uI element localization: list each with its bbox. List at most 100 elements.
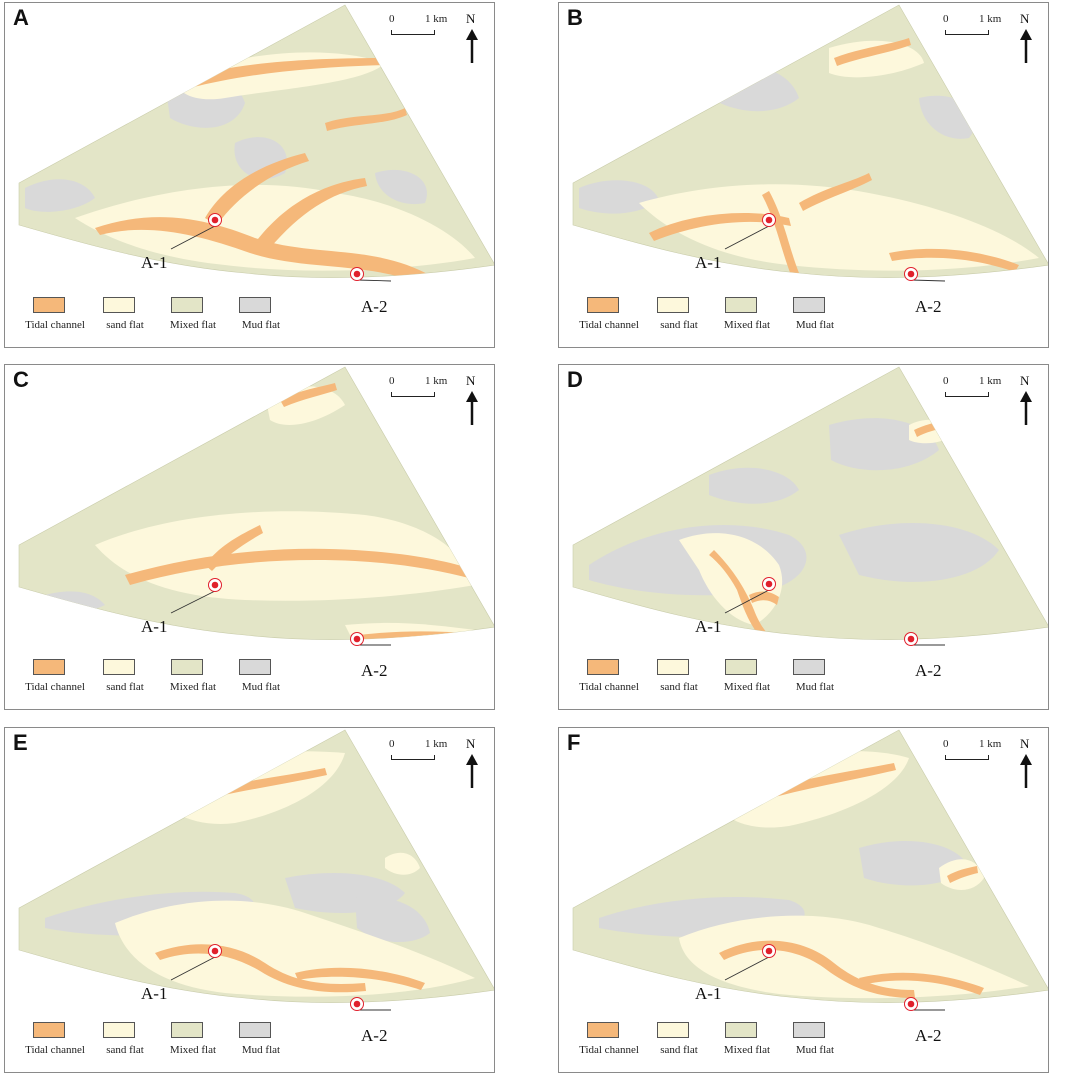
- tidal-channel-area: [709, 550, 769, 638]
- legend-item-sand-flat: sand flat: [639, 653, 729, 703]
- sand-flat-swatch: [657, 1022, 689, 1038]
- well-a1-marker-icon: [211, 216, 219, 224]
- well-a1-marker-icon: [211, 581, 219, 589]
- legend-item-mixed-flat: Mixed flat: [707, 291, 797, 341]
- mud-flat-swatch: [793, 659, 825, 675]
- well-a1-leader-line: [724, 589, 770, 614]
- mixed-flat-swatch: [171, 659, 203, 675]
- legend-label: Mixed flat: [169, 319, 217, 331]
- well-a2-label: A-2: [361, 1026, 388, 1045]
- tidal-channel-area: [947, 866, 978, 883]
- well-a2-leader-line: [910, 279, 946, 282]
- well-a1-label: A-1: [695, 617, 722, 636]
- facies-map: [18, 366, 494, 646]
- well-a1-label: A-1: [141, 617, 168, 636]
- tidal-channel-area: [889, 248, 1019, 272]
- sand-flat-swatch: [103, 1022, 135, 1038]
- legend-label: Tidal channel: [25, 681, 85, 693]
- facies-map: [572, 4, 1048, 282]
- well-a1-marker-icon: [765, 216, 773, 224]
- sand-flat-swatch: [657, 297, 689, 313]
- legend-item-mud-flat: Mud flat: [221, 291, 311, 341]
- mud-flat-swatch: [793, 1022, 825, 1038]
- panel-label: D: [567, 367, 583, 392]
- tidal-channel-area: [762, 191, 799, 275]
- sand-flat-swatch: [103, 659, 135, 675]
- mud-flat-swatch: [793, 297, 825, 313]
- well-a1-marker-icon: [765, 580, 773, 588]
- legend-item-mud-flat: Mud flat: [221, 653, 311, 703]
- well-a2-marker-icon: [353, 270, 361, 278]
- sand-flat-area: [385, 852, 420, 875]
- legend-item-mixed-flat: Mixed flat: [153, 291, 243, 341]
- scale-km-label: 1 km: [979, 738, 1002, 750]
- legend-item-mud-flat: Mud flat: [775, 1016, 865, 1066]
- panel-e: E 0 1 km N A-1 A-2 Tidal channel sand fl…: [4, 727, 495, 1073]
- well-a1-leader-line: [724, 225, 770, 250]
- well-a2-marker-icon: [907, 1000, 915, 1008]
- legend-label: Tidal channel: [579, 681, 639, 693]
- mud-flat-area: [839, 523, 999, 582]
- mixed-flat-swatch: [171, 297, 203, 313]
- legend: Tidal channel sand flat Mixed flat Mud f…: [559, 653, 1048, 703]
- well-a1-label: A-1: [695, 984, 722, 1003]
- legend-item-tidal-channel: Tidal channel: [15, 291, 105, 341]
- north-arrow: N: [1017, 736, 1037, 792]
- north-label: N: [466, 11, 476, 26]
- well-a1-leader-line: [170, 590, 216, 614]
- mixed-flat-swatch: [725, 659, 757, 675]
- legend-label: Mud flat: [795, 1044, 835, 1056]
- tidal-channel-area: [95, 217, 435, 278]
- legend-label: sand flat: [660, 319, 698, 331]
- north-label: N: [1020, 736, 1030, 751]
- legend-label: Mixed flat: [723, 681, 771, 693]
- panel-label: F: [567, 730, 581, 755]
- scale-bar: 0 1 km: [389, 13, 449, 41]
- legend-item-mud-flat: Mud flat: [221, 1016, 311, 1066]
- panel-label: E: [13, 730, 28, 755]
- tidal-channel-area: [295, 967, 425, 990]
- legend-label: Mixed flat: [723, 1044, 771, 1056]
- mud-flat-swatch: [239, 297, 271, 313]
- well-a1-marker-icon: [765, 947, 773, 955]
- tidal-channel-swatch: [33, 297, 65, 313]
- mixed-flat-swatch: [725, 297, 757, 313]
- facies-map: [572, 366, 1048, 646]
- panel-a: A 0 1 km N A-1 A-2 Tidal channel sand fl…: [4, 2, 495, 348]
- well-a2-marker-icon: [353, 635, 361, 643]
- tidal-channel-area: [834, 38, 911, 66]
- legend-label: Tidal channel: [579, 319, 639, 331]
- scale-bar: 0 1 km: [943, 13, 1003, 41]
- scale-bar-line: [945, 392, 989, 397]
- north-arrow: N: [463, 11, 483, 67]
- north-label: N: [1020, 373, 1030, 388]
- well-a2-label: A-2: [915, 661, 942, 680]
- facies-map: [18, 729, 494, 1011]
- legend-label: Mixed flat: [723, 319, 771, 331]
- scale-km-label: 1 km: [979, 375, 1002, 387]
- tidal-channel-area: [799, 173, 872, 211]
- tidal-channel-swatch: [587, 297, 619, 313]
- scale-bar-line: [945, 30, 989, 35]
- legend-label: Tidal channel: [25, 1044, 85, 1056]
- legend-item-tidal-channel: Tidal channel: [569, 291, 659, 341]
- panel-c: C 0 1 km N A-1 A-2 Tidal channel sand fl…: [4, 364, 495, 710]
- legend-item-tidal-channel: Tidal channel: [15, 653, 105, 703]
- north-arrow: N: [463, 373, 483, 429]
- facies-map: [18, 4, 494, 282]
- sand-flat-area: [829, 40, 924, 78]
- legend-label: Mixed flat: [169, 681, 217, 693]
- panel-d: D 0 1 km N A-1 A-2 Tidal channel sand fl…: [558, 364, 1049, 710]
- mud-flat-area: [355, 897, 430, 943]
- legend-label: sand flat: [106, 1044, 144, 1056]
- well-a1-label: A-1: [695, 253, 722, 272]
- north-arrow-icon: [466, 29, 478, 63]
- scale-km-label: 1 km: [979, 13, 1002, 25]
- legend-item-mud-flat: Mud flat: [775, 291, 865, 341]
- tidal-channel-swatch: [587, 659, 619, 675]
- well-a1-marker-icon: [211, 947, 219, 955]
- mud-flat-area: [375, 169, 427, 205]
- mud-flat-swatch: [239, 1022, 271, 1038]
- legend-item-mixed-flat: Mixed flat: [707, 1016, 797, 1066]
- scale-bar-line: [391, 755, 435, 760]
